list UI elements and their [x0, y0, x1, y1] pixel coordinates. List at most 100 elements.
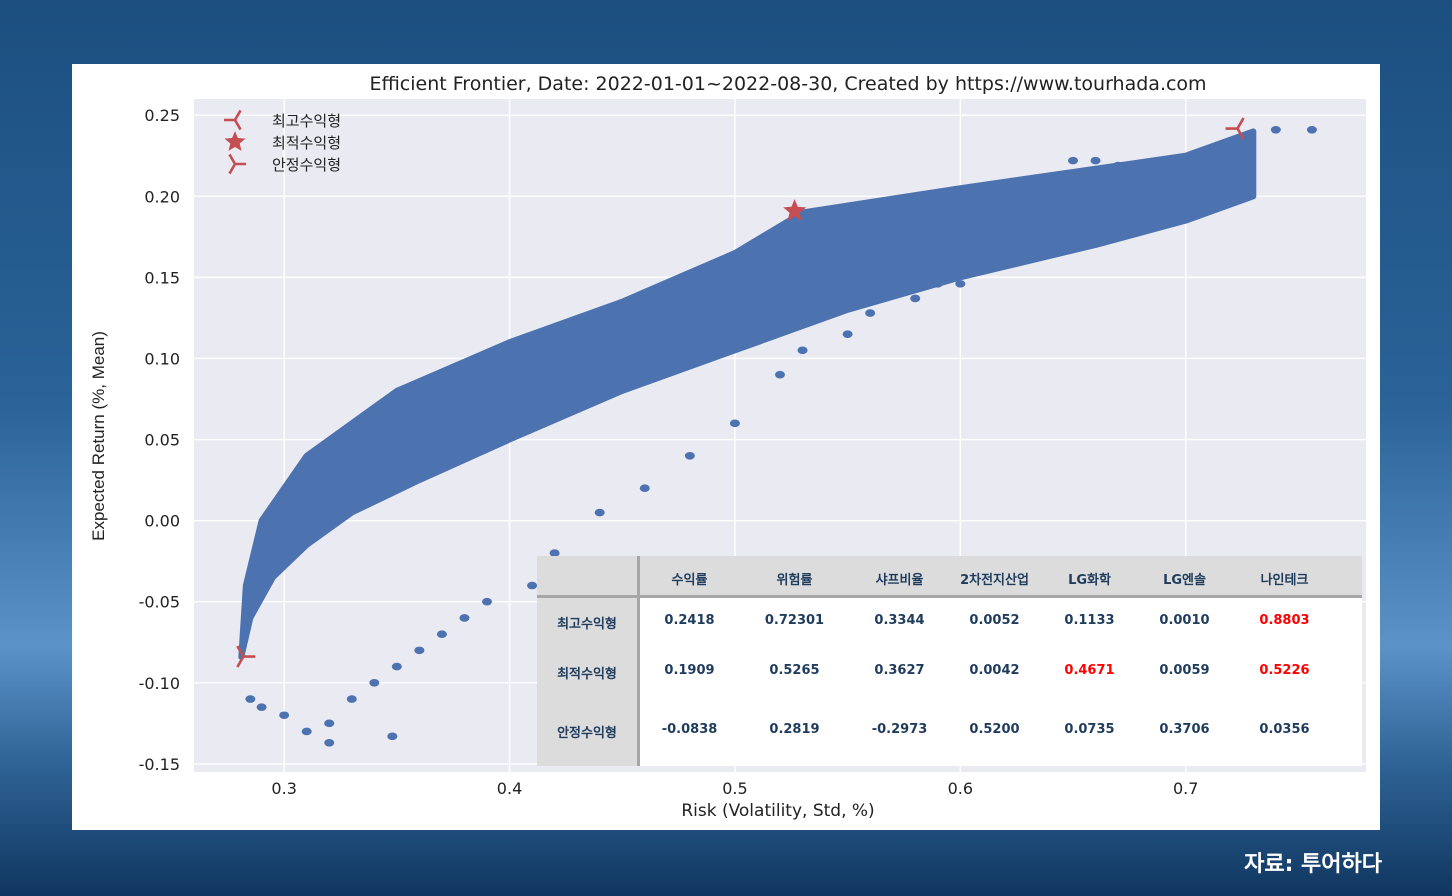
table-row-label: 최고수익형 — [557, 617, 617, 632]
table-column-header: 수익률 — [671, 573, 708, 588]
portfolio-point — [775, 370, 785, 379]
portfolio-point — [1068, 156, 1078, 165]
portfolio-point — [932, 280, 943, 288]
table-column-header: LG화학 — [1068, 573, 1111, 588]
portfolio-point — [245, 695, 256, 703]
portfolio-point — [1171, 156, 1182, 165]
table-cell: -0.2973 — [871, 722, 928, 737]
portfolio-point — [1135, 224, 1146, 233]
portfolio-point — [1090, 156, 1101, 165]
portfolio-point — [387, 732, 398, 741]
y-tick-labels: 0.25 0.20 0.15 0.10 0.05 0.00 -0.05 -0.10 -0.15 — [139, 106, 180, 774]
portfolio-point — [346, 695, 357, 703]
portfolio-point — [1158, 189, 1169, 197]
table-row-label: 안정수익형 — [557, 726, 617, 741]
legend-label: 안정수익형 — [272, 156, 341, 174]
table-cell: 0.1133 — [1064, 613, 1115, 628]
chart-frame: 0.3 0.4 0.5 0.6 0.7 0.25 0.20 0.15 0.10 0.05 0.00… — [72, 64, 1380, 830]
table-cell: 0.5200 — [969, 722, 1020, 737]
portfolio-point — [1000, 192, 1011, 201]
table-cell: 0.4671 — [1064, 663, 1115, 678]
x-tick-label: 0.4 — [497, 779, 522, 798]
portfolio-points — [245, 126, 1317, 747]
table-cell: 0.1909 — [664, 663, 715, 678]
y-tick-label: 0.15 — [144, 268, 180, 287]
tri-left-marker — [1225, 117, 1245, 140]
x-tick-label: 0.3 — [271, 779, 296, 798]
table-cell: 0.5226 — [1259, 663, 1310, 678]
portfolio-point — [977, 241, 988, 249]
portfolio-point — [324, 739, 335, 747]
table-row-label: 최적수익형 — [557, 667, 617, 682]
chart-title: Efficient Frontier, Date: 2022-01-01~202… — [369, 73, 1206, 95]
table-cell: 0.2819 — [769, 722, 820, 737]
portfolio-point — [301, 727, 312, 736]
portfolio-point — [1113, 161, 1124, 170]
source-caption: 자료: 투어하다 — [1244, 852, 1382, 877]
tri-left-marker — [224, 109, 242, 131]
y-tick-label: 0.10 — [144, 349, 180, 368]
portfolio-point — [1239, 148, 1250, 157]
portfolio-point — [1079, 237, 1090, 246]
portfolio-weights-table: 수익률 위험률 샤프비율 2차전지산업 LG화학 LG엔솔 나인테크 최고수익형 0.2418 0… — [537, 556, 1362, 766]
star-marker — [224, 131, 246, 151]
table-cell: 0.0356 — [1259, 722, 1310, 737]
portfolio-point — [729, 419, 740, 428]
portfolio-point — [1113, 224, 1124, 233]
portfolio-point — [955, 280, 966, 288]
table-cell: 0.3706 — [1159, 722, 1210, 737]
table-column-header: 2차전지산업 — [960, 573, 1029, 588]
portfolio-point — [1045, 173, 1056, 181]
table-cell: 0.2418 — [664, 613, 715, 628]
portfolio-point — [797, 346, 808, 355]
portfolio-point — [1022, 176, 1033, 184]
y-tick-label: 0.05 — [144, 431, 180, 450]
legend-label: 최적수익형 — [272, 134, 341, 152]
portfolio-point — [549, 549, 560, 557]
table-cell: 0.0010 — [1159, 613, 1210, 628]
table-cell: 0.0052 — [969, 613, 1020, 628]
tri-right-marker — [236, 645, 256, 668]
x-axis-label: Risk (Volatility, Std, %) — [681, 801, 874, 821]
table-header-bar — [537, 556, 1362, 598]
portfolio-point — [1225, 156, 1236, 165]
table-cell: 0.0042 — [969, 663, 1020, 678]
legend-label: 최고수익형 — [272, 112, 341, 130]
y-tick-label: -0.05 — [139, 593, 180, 612]
portfolio-point — [391, 662, 402, 671]
table-cell: -0.0838 — [661, 722, 718, 737]
y-tick-label: -0.15 — [139, 755, 180, 774]
table-column-header: LG엔솔 — [1163, 573, 1206, 588]
table-cell: 0.3627 — [874, 663, 925, 678]
portfolio-point — [865, 309, 876, 317]
table-cell: 0.0735 — [1064, 722, 1115, 737]
x-tick-label: 0.7 — [1173, 779, 1198, 798]
y-tick-label: 0.20 — [144, 187, 180, 206]
x-tick-labels: 0.3 0.4 0.5 0.6 0.7 — [271, 779, 1198, 798]
x-tick-label: 0.5 — [722, 779, 747, 798]
portfolio-point — [684, 451, 695, 460]
table-cell: 0.8803 — [1259, 613, 1310, 628]
portfolio-point — [594, 508, 605, 517]
portfolio-point — [842, 330, 853, 338]
portfolio-cloud — [238, 128, 1257, 660]
table-column-header: 나인테크 — [1260, 573, 1309, 588]
portfolio-point — [527, 581, 538, 590]
table-divider — [637, 556, 640, 766]
y-tick-label: 0.00 — [144, 512, 180, 531]
highlight-markers — [236, 117, 1245, 668]
table-cell: 0.72301 — [764, 613, 825, 628]
portfolio-point — [1056, 192, 1067, 201]
table-column-header: 위험률 — [776, 573, 813, 588]
portfolio-point — [1198, 163, 1209, 171]
y-tick-label: 0.25 — [144, 106, 180, 125]
portfolio-point — [1306, 126, 1317, 134]
portfolio-point — [459, 614, 470, 622]
x-tick-label: 0.6 — [948, 779, 973, 798]
tri-right-marker — [228, 153, 246, 175]
portfolio-point — [1124, 192, 1135, 201]
portfolio-point — [324, 719, 335, 728]
y-axis-label: Expected Return (%, Mean) — [89, 331, 108, 541]
portfolio-point — [436, 630, 447, 638]
